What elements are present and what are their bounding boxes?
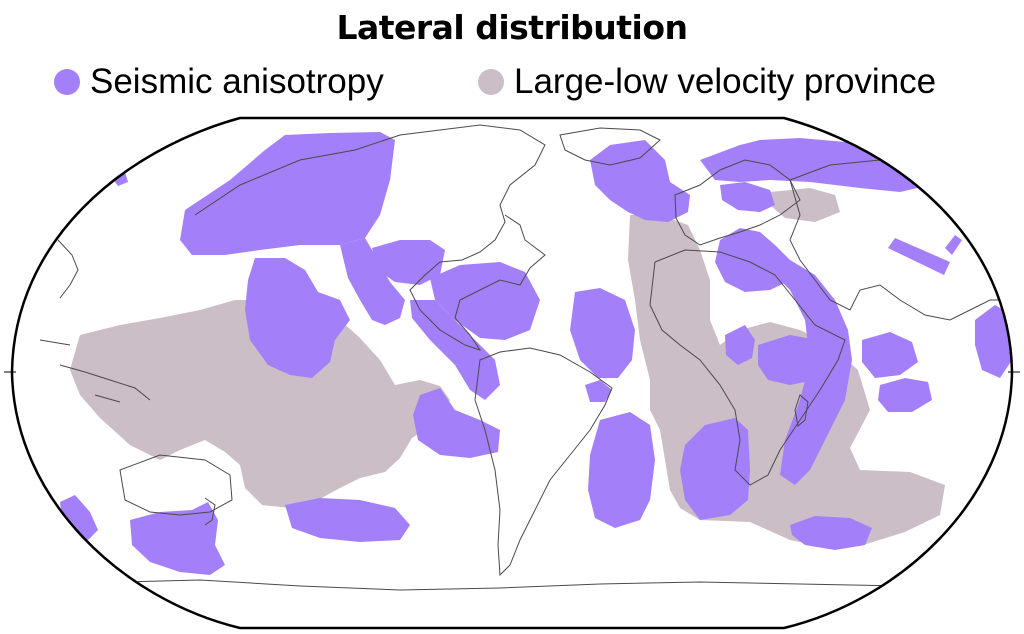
anisotropy-indian-ocean-south: [878, 378, 932, 412]
anisotropy-southern-africa: [680, 418, 750, 520]
anisotropy-indian-ocean-north: [862, 332, 918, 378]
anisotropy-south-east-pacific: [413, 388, 500, 458]
legend-item-seismic-anisotropy: Seismic anisotropy: [54, 62, 384, 102]
anisotropy-alaska-edge: [112, 172, 128, 186]
coastline-europe: [674, 159, 801, 246]
anisotropy-arabian-sea: [725, 325, 755, 365]
coastline-africa: [649, 249, 846, 486]
coastline-north-america: [194, 124, 546, 351]
anisotropy-south-pacific: [285, 498, 410, 542]
legend-swatch-llvp: [478, 69, 504, 95]
anisotropy-brazil-coast: [585, 380, 612, 402]
anisotropy-east-pacific: [245, 258, 350, 378]
anisotropy-central-america: [410, 300, 500, 400]
coastline-new-zealand: [204, 497, 216, 526]
coastline-indonesia: [39, 339, 151, 403]
legend-item-llvp: Large-low velocity province: [478, 62, 936, 102]
anisotropy-north-atlantic: [590, 140, 690, 222]
anisotropy-central-europe: [720, 182, 775, 212]
legend-swatch-anisotropy: [54, 69, 80, 95]
map-title: Lateral distribution: [336, 8, 688, 47]
globe-border: [10, 116, 1014, 630]
anisotropy-west-north-america: [340, 238, 405, 325]
anisotropy-mid-atlantic: [570, 288, 635, 378]
coastline-antarctica: [39, 579, 991, 591]
llvp-north-asia: [770, 188, 840, 222]
anisotropy-north-pacific: [180, 132, 395, 255]
legend-label-anisotropy: Seismic anisotropy: [90, 62, 384, 101]
coastline-japan: [57, 239, 79, 299]
anisotropy-southern-indian-ocean: [790, 516, 872, 550]
anisotropy-tasman: [60, 495, 98, 540]
anisotropy-southeast-asia: [975, 305, 1012, 378]
anisotropy-southwest-pacific: [130, 502, 225, 575]
anisotropy-japan-strip: [888, 238, 950, 275]
legend: Seismic anisotropy Large-low velocity pr…: [0, 62, 1024, 106]
anisotropy-mediterranean: [715, 228, 795, 292]
anisotropy-south-atlantic: [588, 412, 655, 528]
coastline-greenland: [559, 127, 661, 166]
anisotropy-kamchatka: [945, 235, 962, 255]
legend-label-llvp: Large-low velocity province: [514, 62, 937, 101]
anisotropy-madagascar: [758, 335, 825, 385]
coastline-australia: [119, 454, 233, 516]
coastline-madagascar: [794, 394, 809, 427]
coastlines: [39, 124, 1012, 591]
coastline-south-america: [474, 347, 613, 577]
